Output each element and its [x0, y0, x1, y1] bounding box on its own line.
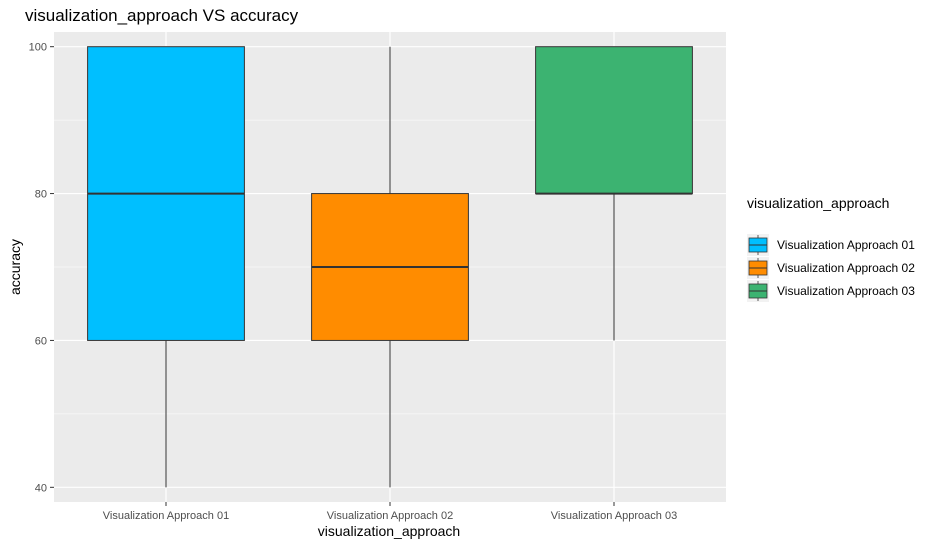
- legend-title: visualization_approach: [747, 195, 889, 211]
- y-axis-title: accuracy: [7, 239, 23, 295]
- box-group: [311, 46, 469, 488]
- chart-title: visualization_approach VS accuracy: [25, 6, 299, 25]
- x-axis: Visualization Approach 01 Visualization A…: [103, 502, 677, 522]
- legend-label: Visualization Approach 02: [777, 261, 915, 275]
- legend-label: Visualization Approach 01: [777, 238, 915, 252]
- boxes-layer: [87, 46, 693, 488]
- y-tick-label: 60: [35, 335, 47, 347]
- x-tick-label: Visualization Approach 02: [327, 510, 453, 522]
- y-axis: 40 60 80 100: [29, 42, 54, 494]
- legend-entry: Visualization Approach 03: [747, 280, 915, 302]
- x-axis-title: visualization_approach: [318, 523, 460, 539]
- legend-label: Visualization Approach 03: [777, 284, 915, 298]
- y-tick-label: 40: [35, 482, 47, 494]
- x-tick-label: Visualization Approach 03: [551, 510, 677, 522]
- y-tick-label: 100: [29, 42, 47, 54]
- legend-entry: Visualization Approach 01: [747, 234, 915, 256]
- legend-entry: Visualization Approach 02: [747, 257, 915, 279]
- box-iqr: [535, 46, 693, 195]
- x-tick-label: Visualization Approach 01: [103, 510, 229, 522]
- box-group: [535, 46, 693, 341]
- legend: visualization_approach Visualization App…: [747, 195, 915, 302]
- y-tick-label: 80: [35, 189, 47, 201]
- box-group: [87, 46, 245, 488]
